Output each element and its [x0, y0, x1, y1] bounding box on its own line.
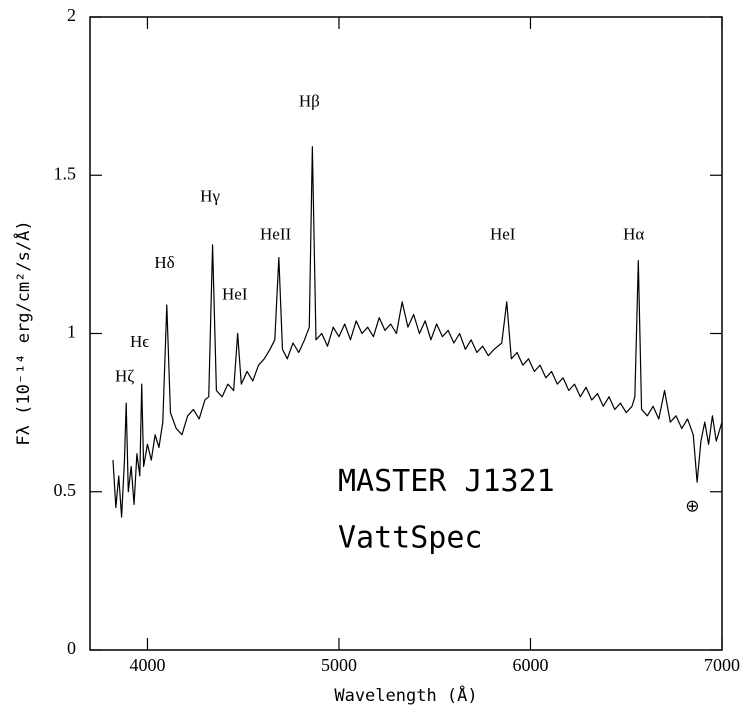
- line-label: Hα: [623, 224, 644, 243]
- line-label: HeI: [490, 224, 516, 243]
- plot-label: MASTER J1321: [338, 464, 555, 499]
- line-label: HeI: [222, 284, 248, 303]
- y-tick-label: 2: [67, 5, 76, 25]
- plot-label: VattSpec: [338, 521, 483, 556]
- line-label: Hζ: [115, 367, 134, 386]
- y-tick-label: 1.5: [54, 163, 77, 183]
- x-tick-label: 5000: [321, 655, 357, 675]
- x-tick-label: 7000: [704, 655, 740, 675]
- line-label: Hβ: [299, 91, 320, 110]
- y-axis-label: Fλ (10⁻¹⁴ erg/cm²/s/Å): [12, 220, 34, 445]
- y-tick-label: 0.5: [54, 480, 77, 500]
- spectrum-line: [112, 146, 723, 518]
- line-label: Hϵ: [130, 332, 149, 351]
- line-label: HeII: [260, 224, 291, 243]
- line-label: Hδ: [154, 253, 174, 272]
- x-axis-label: Wavelength (Å): [334, 684, 477, 706]
- y-tick-label: 1: [67, 322, 76, 342]
- y-tick-label: 0: [67, 638, 76, 658]
- line-label: Hγ: [200, 186, 220, 205]
- line-label: ⊕: [685, 496, 699, 515]
- x-tick-label: 6000: [512, 655, 548, 675]
- x-tick-label: 4000: [129, 655, 165, 675]
